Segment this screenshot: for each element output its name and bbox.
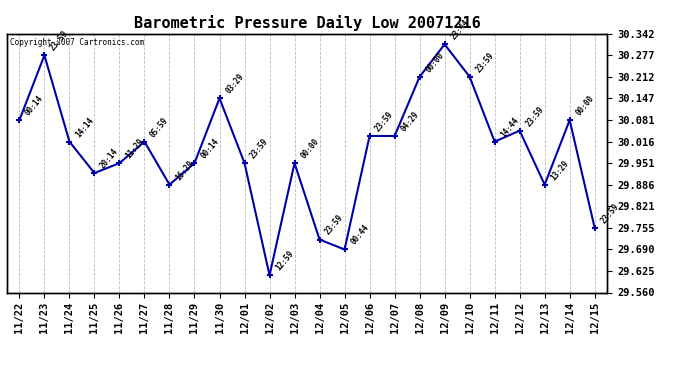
Text: 00:00: 00:00 — [574, 94, 595, 117]
Text: 23:59: 23:59 — [474, 51, 495, 74]
Text: 23:59: 23:59 — [324, 213, 346, 237]
Text: 20:14: 20:14 — [99, 147, 120, 170]
Text: 03:29: 03:29 — [224, 72, 246, 96]
Text: 14:14: 14:14 — [74, 116, 95, 139]
Text: 12:59: 12:59 — [274, 249, 295, 273]
Text: 23:59: 23:59 — [248, 137, 270, 160]
Text: 00:14: 00:14 — [199, 137, 220, 160]
Text: 23:59: 23:59 — [524, 104, 546, 128]
Text: 23:44: 23:44 — [448, 18, 471, 42]
Text: 00:44: 00:44 — [348, 223, 371, 247]
Text: 05:59: 05:59 — [148, 116, 170, 139]
Text: 04:29: 04:29 — [399, 110, 420, 133]
Text: 23:59: 23:59 — [48, 29, 70, 53]
Text: 00:00: 00:00 — [424, 51, 446, 74]
Text: 13:29: 13:29 — [549, 158, 571, 182]
Text: 00:00: 00:00 — [299, 137, 320, 160]
Text: 11:29: 11:29 — [124, 137, 146, 160]
Title: Barometric Pressure Daily Low 20071216: Barometric Pressure Daily Low 20071216 — [134, 15, 480, 31]
Text: 23:59: 23:59 — [374, 110, 395, 133]
Text: 14:44: 14:44 — [499, 116, 520, 139]
Text: 23:59: 23:59 — [599, 202, 620, 225]
Text: 16:29: 16:29 — [174, 158, 195, 182]
Text: Copyright 2007 Cartronics.com: Copyright 2007 Cartronics.com — [10, 38, 144, 46]
Text: 00:14: 00:14 — [23, 94, 46, 117]
